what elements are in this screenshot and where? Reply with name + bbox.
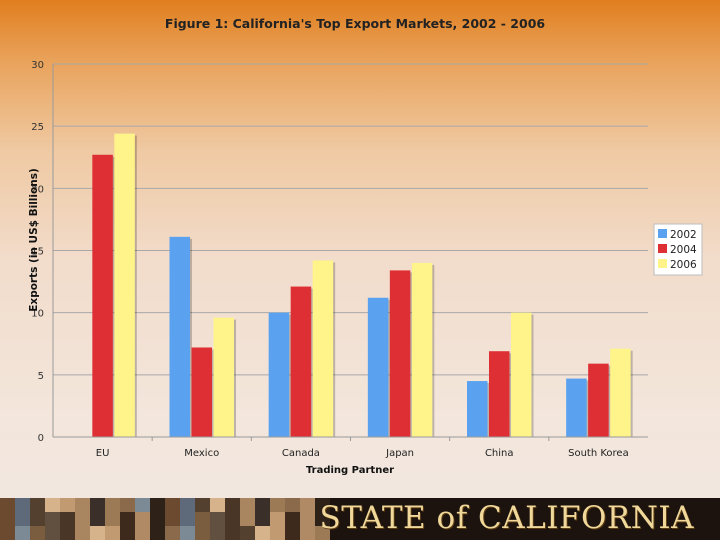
x-tick-label: China [485,448,514,459]
legend-label: 2006 [670,259,697,271]
bar [312,260,334,437]
bar [467,381,488,437]
legend-swatch [658,229,667,238]
y-tick-label: 0 [38,433,44,444]
x-axis-ticks: EU Mexico Canada Japan China South Korea [96,437,629,459]
bar [169,236,190,437]
bar [268,312,290,437]
y-tick-label: 10 [31,309,44,320]
x-tick-label: EU [96,448,110,459]
bar [489,351,510,437]
x-axis-label: Trading Partner [306,465,394,476]
banner-title: STATE of CALIFORNIA [319,500,694,536]
y-axis-label: Exports (in US$ Billions) [28,168,40,312]
y-tick-label: 25 [31,122,44,133]
legend-label: 2004 [670,244,697,256]
chart-title: Figure 1: California's Top Export Market… [165,16,545,31]
bar [290,286,312,437]
legend: 2002 2004 2006 [653,223,703,276]
y-tick-label: 30 [31,60,44,71]
bar [566,378,587,437]
y-tick-label: 20 [31,184,44,195]
bar [213,317,234,437]
bar [92,154,113,437]
legend-label: 2002 [670,229,697,241]
bar [610,348,631,437]
x-tick-label: Japan [385,448,414,459]
x-tick-label: Mexico [184,448,219,459]
x-tick-label: South Korea [568,448,629,459]
bar [511,312,532,437]
bar-chart: Figure 1: California's Top Export Market… [28,16,703,476]
bar [389,270,411,437]
x-tick-label: Canada [282,448,320,459]
bar [588,363,609,437]
y-axis-ticks: 0 5 10 15 20 25 30 [31,60,44,444]
bars [92,133,633,438]
bar [191,347,212,437]
state-of-california-banner: STATE of CALIFORNIA [0,498,720,540]
bar [367,297,389,437]
legend-swatch [658,259,667,268]
gridlines [53,63,648,376]
y-tick-label: 15 [31,247,44,258]
photo-mosaic [0,498,330,540]
bar [411,262,433,437]
legend-swatch [658,244,667,253]
y-tick-label: 5 [38,371,44,382]
bar [114,133,135,438]
